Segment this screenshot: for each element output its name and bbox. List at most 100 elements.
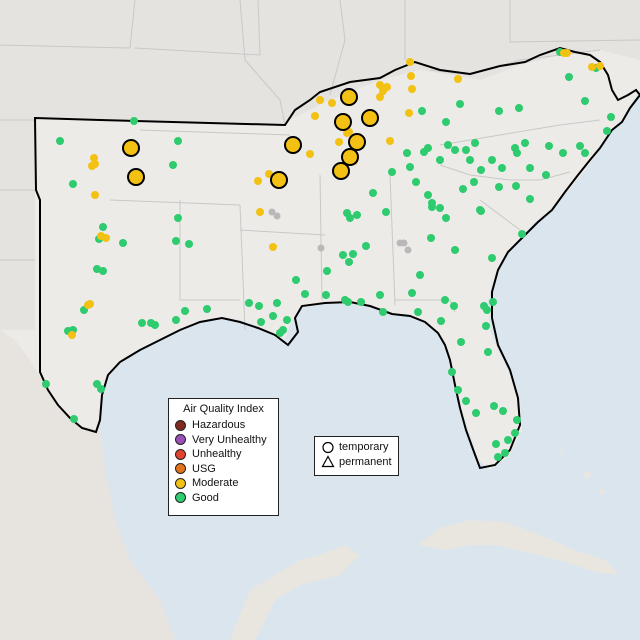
good-monitor <box>292 276 300 284</box>
good-monitor <box>369 189 377 197</box>
triangle-icon <box>321 455 335 468</box>
good-monitor <box>499 407 507 415</box>
good-monitor <box>472 409 480 417</box>
good-monitor <box>388 168 396 176</box>
legend-row-good: Good <box>169 491 278 506</box>
good-monitor <box>406 163 414 171</box>
good-monitor <box>511 429 519 437</box>
legend-row-moderate: Moderate <box>169 476 278 491</box>
legend-label: Good <box>192 491 219 504</box>
good-monitor <box>559 149 567 157</box>
good-monitor <box>203 305 211 313</box>
usg-swatch <box>175 463 186 475</box>
temporary-monitor <box>270 171 288 189</box>
good-monitor <box>459 185 467 193</box>
good-monitor <box>483 306 491 314</box>
good-monitor <box>513 416 521 424</box>
temporary-monitor <box>332 162 350 180</box>
good-monitor <box>526 195 534 203</box>
good-monitor <box>353 211 361 219</box>
moderate-monitor <box>408 85 416 93</box>
moderate-monitor <box>86 300 94 308</box>
temporary-monitor <box>361 109 379 127</box>
good-monitor <box>471 139 479 147</box>
good-monitor <box>581 149 589 157</box>
good-monitor <box>513 149 521 157</box>
good-monitor <box>504 436 512 444</box>
moderate-monitor <box>254 177 262 185</box>
study-region-outline <box>33 46 640 470</box>
good-monitor <box>451 246 459 254</box>
circle-icon <box>322 441 334 453</box>
good-monitor <box>408 289 416 297</box>
good-monitor <box>581 97 589 105</box>
good-monitor <box>495 183 503 191</box>
legend-label: Moderate <box>192 477 239 490</box>
temporary-monitor <box>127 168 145 186</box>
good-monitor <box>99 223 107 231</box>
very-unhealthy-swatch <box>175 434 186 446</box>
legend-row-permanent: permanent <box>315 455 398 470</box>
good-monitor <box>428 199 436 207</box>
outer-land <box>0 0 640 330</box>
good-monitor <box>56 137 64 145</box>
moderate-monitor <box>407 72 415 80</box>
good-monitor <box>343 209 351 217</box>
legend-label: temporary <box>339 441 389 454</box>
state-borders <box>0 0 640 331</box>
good-monitor <box>269 312 277 320</box>
good-monitor <box>379 308 387 316</box>
moderate-monitor <box>269 243 277 251</box>
legend-row-temporary: temporary <box>315 440 398 455</box>
good-monitor <box>283 316 291 324</box>
good-monitor <box>273 299 281 307</box>
good-monitor <box>357 298 365 306</box>
moderate-monitor <box>376 81 384 89</box>
moderate-monitor <box>588 63 596 71</box>
good-monitor <box>450 302 458 310</box>
good-monitor <box>99 267 107 275</box>
good-monitor <box>466 156 474 164</box>
moderate-monitor <box>316 96 324 104</box>
good-monitor <box>119 239 127 247</box>
good-monitor <box>172 237 180 245</box>
moderate-monitor <box>376 93 384 101</box>
good-monitor <box>488 254 496 262</box>
no-data-monitor <box>268 208 276 216</box>
good-monitor <box>518 230 526 238</box>
good-monitor <box>376 291 384 299</box>
moderate-monitor <box>90 154 98 162</box>
moderate-monitor <box>328 99 336 107</box>
temporary-monitor <box>340 88 358 106</box>
good-monitor <box>382 208 390 216</box>
moderate-monitor <box>596 62 604 70</box>
temporary-monitor <box>122 139 140 157</box>
good-monitor <box>442 118 450 126</box>
moderate-monitor <box>379 87 387 95</box>
moderate-monitor <box>454 75 462 83</box>
temporary-monitors[interactable] <box>122 88 379 189</box>
good-monitor <box>462 397 470 405</box>
good-monitor <box>521 139 529 147</box>
good-monitor <box>576 142 584 150</box>
good-monitor <box>255 302 263 310</box>
good-monitor <box>448 368 456 376</box>
yucatan-land <box>230 545 360 640</box>
legend-label: Hazardous <box>192 419 246 432</box>
good-monitor <box>492 440 500 448</box>
good-monitor <box>276 329 284 337</box>
legend-label: Unhealthy <box>192 448 242 461</box>
good-monitor <box>454 386 462 394</box>
moderate-monitor <box>68 331 76 339</box>
good-monitor <box>498 164 506 172</box>
good-monitor <box>362 242 370 250</box>
good-monitor <box>323 267 331 275</box>
legend-row-usg: USG <box>169 462 278 477</box>
legend-label: USG <box>192 462 216 475</box>
good-monitor <box>424 191 432 199</box>
good-monitor <box>130 117 138 125</box>
moderate-monitor <box>311 112 319 120</box>
good-monitor <box>322 291 330 299</box>
moderate-monitor <box>102 234 110 242</box>
